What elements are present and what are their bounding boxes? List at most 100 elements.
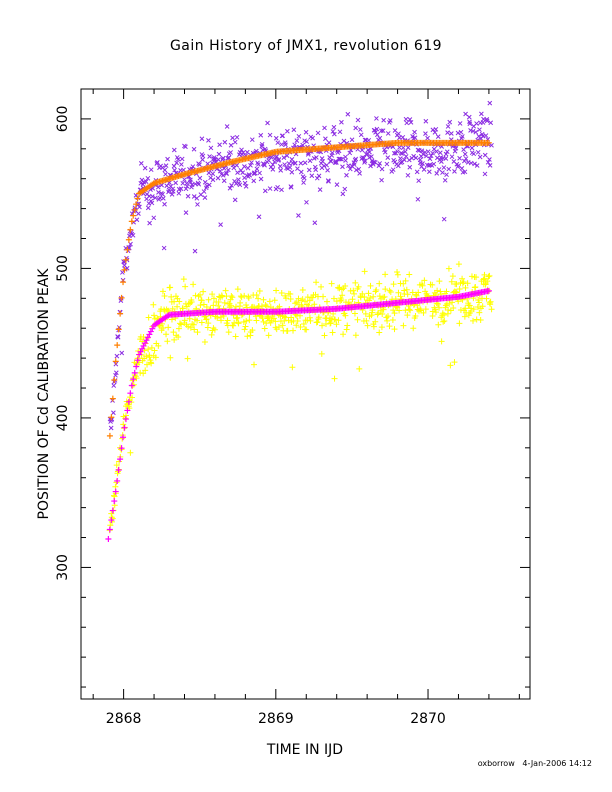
x-marker bbox=[240, 170, 246, 175]
plus-marker bbox=[476, 299, 483, 306]
x-marker bbox=[228, 150, 233, 155]
x-marker bbox=[138, 160, 144, 166]
x-marker bbox=[210, 177, 216, 183]
x-marker bbox=[196, 181, 202, 187]
x-marker bbox=[380, 128, 386, 134]
x-marker bbox=[202, 179, 208, 185]
x-marker bbox=[274, 154, 280, 159]
plus-marker bbox=[466, 302, 473, 309]
plus-marker bbox=[178, 321, 185, 328]
x-marker bbox=[385, 131, 391, 136]
x-marker bbox=[414, 169, 420, 175]
plus-marker bbox=[225, 329, 232, 336]
x-marker bbox=[434, 149, 439, 154]
plus-marker bbox=[352, 332, 359, 339]
x-marker bbox=[379, 166, 385, 172]
plus-marker bbox=[420, 309, 427, 316]
plus-marker bbox=[359, 290, 366, 297]
x-marker bbox=[462, 151, 468, 157]
plus-marker bbox=[282, 314, 289, 321]
plus-marker bbox=[313, 279, 320, 286]
plus-marker bbox=[417, 306, 424, 313]
plus-marker bbox=[187, 300, 194, 307]
plus-marker bbox=[192, 292, 199, 299]
x-marker bbox=[206, 138, 211, 143]
plus-marker bbox=[221, 299, 228, 306]
plus-marker bbox=[340, 331, 347, 338]
x-marker bbox=[351, 162, 357, 168]
plus-marker bbox=[203, 316, 210, 323]
plus-marker bbox=[459, 275, 466, 282]
plus-marker bbox=[165, 324, 172, 331]
x-marker bbox=[400, 145, 406, 151]
x-marker bbox=[295, 166, 300, 171]
plus-marker bbox=[203, 304, 210, 311]
plus-marker bbox=[243, 317, 250, 324]
plus-marker bbox=[487, 298, 494, 305]
fit-point bbox=[108, 414, 115, 421]
plus-marker bbox=[391, 310, 398, 317]
fit-layer bbox=[105, 139, 492, 543]
plus-marker bbox=[354, 316, 361, 323]
x-marker bbox=[191, 194, 197, 199]
plus-marker bbox=[332, 316, 339, 323]
x-marker bbox=[424, 153, 429, 159]
plus-marker bbox=[150, 301, 157, 308]
x-marker bbox=[305, 144, 310, 150]
plus-marker bbox=[171, 298, 178, 305]
x-marker bbox=[358, 132, 364, 138]
plus-marker bbox=[432, 306, 439, 313]
x-marker bbox=[433, 126, 439, 132]
x-marker bbox=[314, 155, 319, 160]
x-marker bbox=[479, 111, 484, 117]
plus-marker bbox=[170, 329, 177, 336]
plus-marker bbox=[333, 321, 340, 328]
plus-marker bbox=[287, 295, 294, 302]
x-marker bbox=[359, 147, 365, 153]
plus-marker bbox=[438, 338, 445, 345]
x-marker bbox=[395, 163, 401, 169]
x-marker bbox=[320, 158, 326, 164]
x-marker bbox=[403, 116, 409, 122]
plus-marker bbox=[281, 317, 288, 324]
plus-marker bbox=[145, 314, 152, 321]
x-marker bbox=[339, 119, 344, 125]
plus-marker bbox=[387, 289, 394, 296]
plus-marker bbox=[273, 287, 280, 294]
x-marker bbox=[302, 160, 308, 166]
plus-marker bbox=[441, 311, 448, 318]
plus-marker bbox=[318, 283, 325, 290]
plus-marker bbox=[262, 301, 269, 308]
x-marker bbox=[440, 170, 445, 175]
x-marker bbox=[156, 190, 161, 195]
plus-marker bbox=[373, 287, 380, 294]
x-marker bbox=[229, 183, 234, 188]
plus-marker bbox=[461, 313, 468, 320]
x-marker bbox=[258, 132, 264, 138]
plus-marker bbox=[320, 293, 327, 300]
x-marker bbox=[381, 117, 386, 123]
x-marker bbox=[240, 150, 246, 155]
x-marker bbox=[412, 135, 418, 141]
plus-marker bbox=[195, 293, 202, 300]
plus-marker bbox=[437, 288, 444, 295]
plus-marker bbox=[144, 361, 151, 368]
x-marker bbox=[413, 155, 419, 161]
x-marker bbox=[147, 220, 152, 226]
x-marker bbox=[218, 222, 223, 227]
x-marker bbox=[475, 149, 481, 155]
x-marker bbox=[395, 149, 400, 154]
plus-marker bbox=[327, 320, 334, 327]
x-marker bbox=[200, 153, 206, 159]
x-marker bbox=[298, 160, 304, 166]
x-marker bbox=[430, 150, 435, 156]
plus-marker bbox=[464, 280, 471, 287]
plus-marker bbox=[361, 293, 368, 300]
plus-marker bbox=[245, 293, 252, 300]
fit-point bbox=[108, 517, 115, 524]
plus-marker bbox=[184, 355, 191, 362]
plus-marker bbox=[146, 354, 153, 361]
plus-marker bbox=[265, 314, 272, 321]
x-marker bbox=[357, 171, 362, 176]
scatter-layer bbox=[106, 100, 495, 534]
